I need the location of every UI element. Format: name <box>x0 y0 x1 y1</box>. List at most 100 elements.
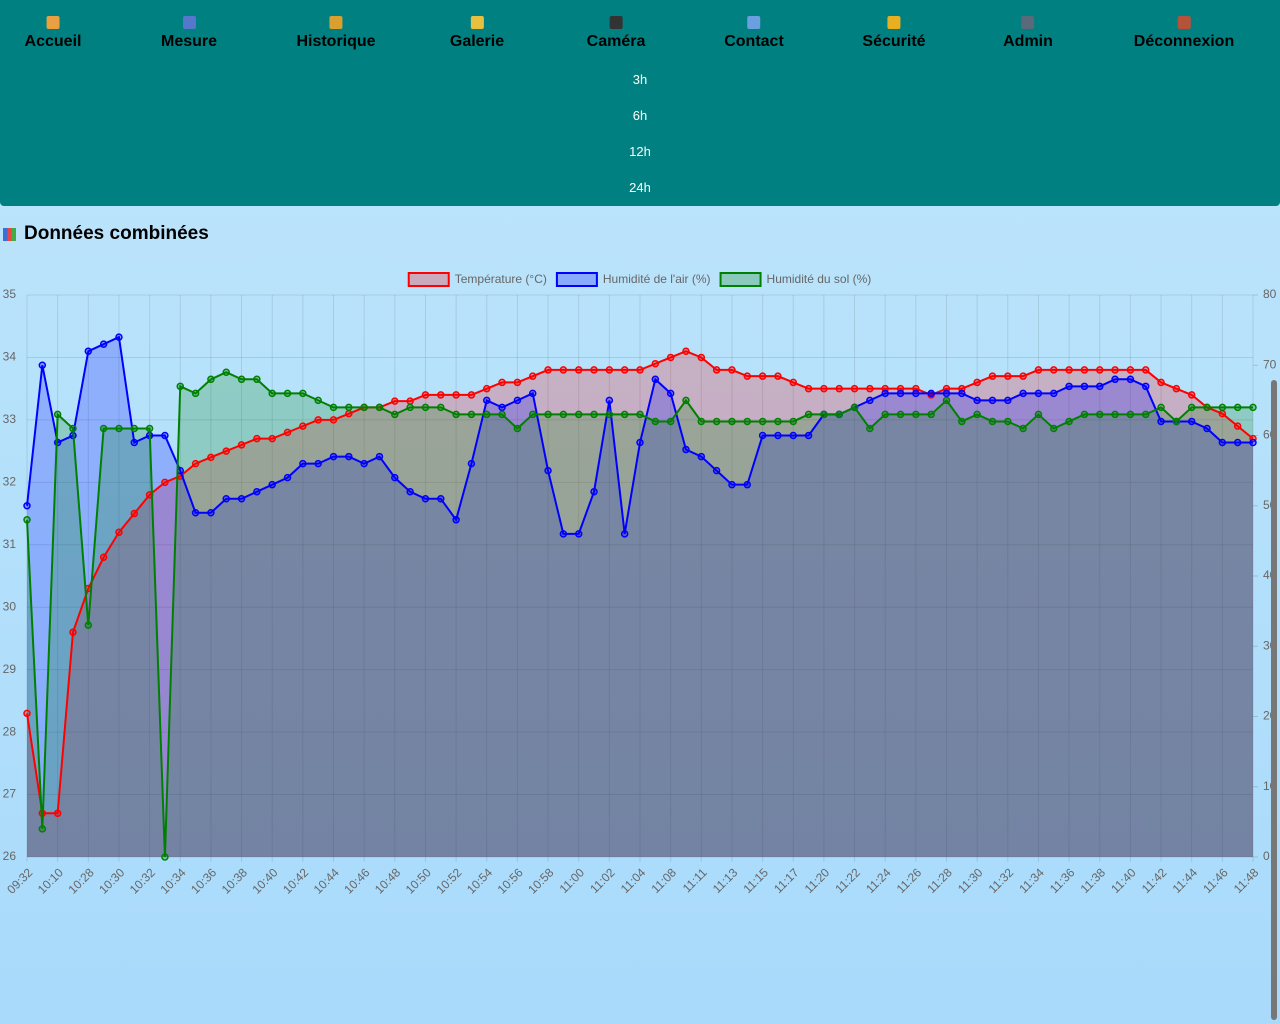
y-tick-label: 28 <box>3 724 17 738</box>
data-point <box>605 396 614 405</box>
data-point <box>1111 375 1119 384</box>
x-tick-label: 11:17 <box>771 865 802 896</box>
range-option[interactable]: 12h <box>629 144 651 159</box>
data-point <box>1111 366 1119 374</box>
data-point <box>329 416 338 424</box>
nav-item[interactable]: Admin <box>1003 14 1053 51</box>
nav-item[interactable]: Historique <box>296 14 376 51</box>
data-point <box>682 445 690 454</box>
data-point <box>1126 410 1135 419</box>
range-option[interactable]: 24h <box>629 180 651 195</box>
legend-label: Humidité du sol (%) <box>767 272 872 286</box>
nav-icon <box>1021 16 1035 29</box>
data-point <box>513 378 522 387</box>
data-point <box>605 410 614 419</box>
data-point <box>314 396 322 405</box>
data-point <box>345 409 353 418</box>
y-tick-label: 31 <box>3 537 17 551</box>
data-point <box>1187 417 1196 426</box>
nav-bar: Accueil Mesure Historique Galerie Caméra Cont… <box>0 0 1280 206</box>
data-point <box>360 403 368 412</box>
x-tick-label: 10:48 <box>372 865 403 896</box>
nav-icon <box>329 16 343 29</box>
data-point <box>483 396 491 405</box>
data-point <box>927 410 935 419</box>
data-point <box>345 403 353 412</box>
nav-label: Contact <box>724 33 784 50</box>
data-point <box>1019 389 1027 398</box>
data-point <box>620 410 629 419</box>
nav-item[interactable]: Mesure <box>161 14 217 51</box>
y-tick-label: 30 <box>3 599 17 613</box>
data-point <box>574 530 583 538</box>
x-tick-label: 10:10 <box>35 865 66 896</box>
nav-label: Sécurité <box>862 33 926 50</box>
data-point <box>988 372 997 380</box>
data-point <box>207 375 215 384</box>
x-tick-label: 11:20 <box>802 865 833 896</box>
data-point <box>161 478 169 487</box>
data-point <box>774 417 782 426</box>
data-point <box>391 397 399 405</box>
data-point <box>1080 382 1089 391</box>
data-point <box>1111 410 1119 419</box>
data-point <box>69 628 77 636</box>
data-point <box>237 494 246 503</box>
x-tick-label: 10:46 <box>341 865 372 896</box>
range-option[interactable]: 6h <box>632 108 648 123</box>
data-point <box>988 417 997 426</box>
data-point <box>850 384 859 393</box>
data-point <box>391 410 399 419</box>
legend-swatch <box>407 272 450 287</box>
data-point <box>866 424 874 433</box>
data-point <box>375 403 384 412</box>
data-point <box>835 410 843 419</box>
data-point <box>1096 366 1104 374</box>
series-line <box>26 350 1254 815</box>
nav-item[interactable]: Accueil <box>25 14 81 51</box>
data-point <box>559 410 568 419</box>
data-point <box>283 473 292 482</box>
x-tick-label: 11:22 <box>832 865 863 896</box>
nav-icon <box>1177 16 1191 29</box>
data-point <box>253 487 261 496</box>
data-point <box>666 353 675 362</box>
nav-icon <box>609 16 623 29</box>
data-point <box>1050 389 1058 398</box>
data-point <box>145 424 154 433</box>
data-point <box>712 417 721 426</box>
nav-label: Galerie <box>449 33 505 50</box>
data-point <box>820 410 828 419</box>
x-tick-label: 10:58 <box>525 865 556 896</box>
range-option[interactable]: 3h <box>632 72 648 87</box>
data-point <box>99 424 108 433</box>
data-point <box>99 340 108 348</box>
nav-item[interactable]: Caméra <box>587 14 645 51</box>
scrollbar[interactable] <box>1271 380 1277 1020</box>
data-point <box>1249 403 1257 412</box>
legend-swatch <box>555 272 598 287</box>
data-point <box>421 403 430 412</box>
data-point <box>130 509 139 518</box>
data-point <box>774 372 782 380</box>
data-point <box>498 410 506 419</box>
nav-item[interactable]: Sécurité <box>862 14 926 51</box>
data-point <box>1126 375 1135 384</box>
data-point <box>758 372 767 380</box>
x-tick-label: 11:48 <box>1231 865 1262 896</box>
data-point <box>1065 382 1073 391</box>
data-point <box>835 384 843 393</box>
data-point <box>712 466 721 475</box>
data-point <box>452 391 460 399</box>
data-point <box>237 441 246 449</box>
data-point <box>1157 403 1165 412</box>
nav-item[interactable]: Galerie <box>450 14 504 51</box>
data-point <box>743 417 752 426</box>
data-point <box>1203 403 1211 412</box>
nav-item[interactable]: Contact <box>724 14 784 51</box>
data-point <box>574 410 583 419</box>
nav-item[interactable]: Déconnexion <box>1134 14 1234 51</box>
x-tick-label: 10:38 <box>219 865 250 896</box>
data-point <box>866 396 874 405</box>
